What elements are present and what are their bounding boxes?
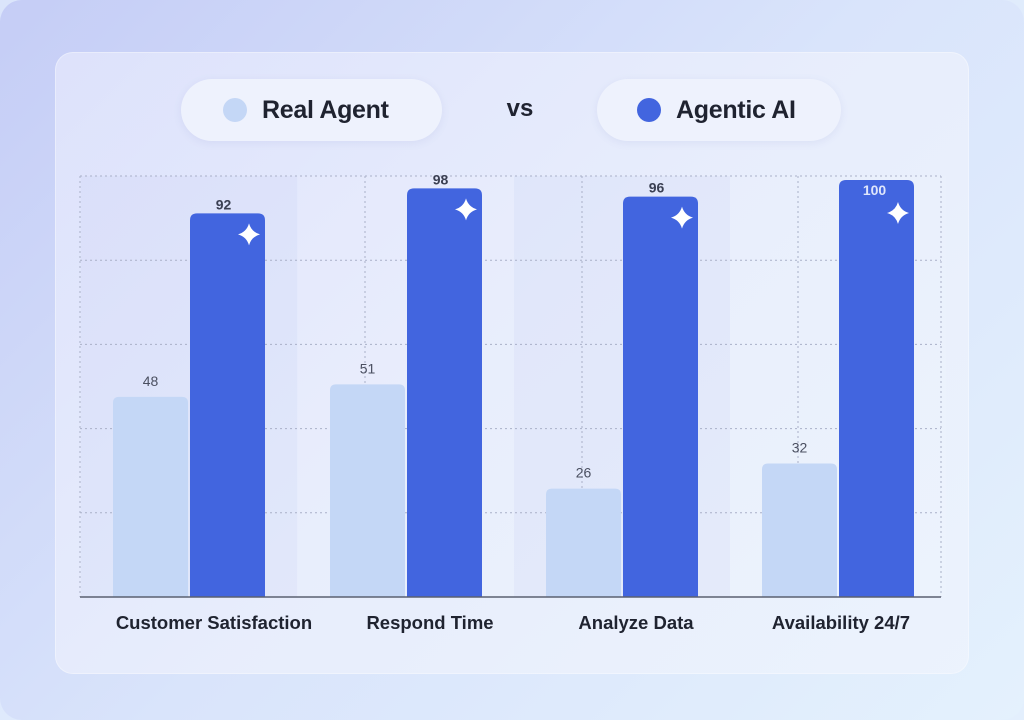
data-label-real-agent: 51 [360, 360, 376, 376]
sparkle-icon [887, 202, 909, 224]
sparkle-icon [455, 198, 477, 221]
real-agent-swatch [223, 98, 247, 122]
legend-real-agent-label: Real Agent [262, 95, 389, 124]
data-label-real-agent: 48 [143, 373, 159, 389]
data-label-real-agent: 32 [792, 440, 808, 456]
bar-agentic-ai [190, 213, 265, 598]
data-label-agentic-ai: 96 [649, 180, 665, 196]
bar-agentic-ai [407, 188, 482, 597]
bar-agentic-ai [623, 196, 698, 597]
data-label-real-agent: 26 [576, 465, 592, 481]
data-label-agentic-ai: 98 [433, 171, 449, 187]
legend-agentic-ai-label: Agentic AI [676, 95, 796, 124]
legend-real-agent: Real Agent [181, 79, 442, 141]
x-tick-label: Availability 24/7 [771, 612, 911, 633]
data-label-agentic-ai: 100 [863, 182, 887, 198]
data-label-agentic-ai: 92 [216, 196, 232, 212]
x-tick-label: Customer Satisfaction [115, 612, 313, 633]
sparkle-icon [238, 223, 260, 246]
agentic-ai-swatch [637, 98, 661, 122]
bar-agentic-ai [839, 180, 914, 597]
bar-real-agent [330, 384, 405, 597]
bar-real-agent [762, 463, 837, 597]
legend-agentic-ai: Agentic AI [597, 79, 841, 141]
bar-real-agent [113, 396, 188, 597]
sparkle-icon [671, 206, 693, 229]
x-tick-label: Analyze Data [578, 612, 694, 633]
x-tick-label: Respond Time [366, 612, 494, 633]
vs-label: vs [506, 95, 534, 122]
bar-real-agent [546, 488, 621, 597]
